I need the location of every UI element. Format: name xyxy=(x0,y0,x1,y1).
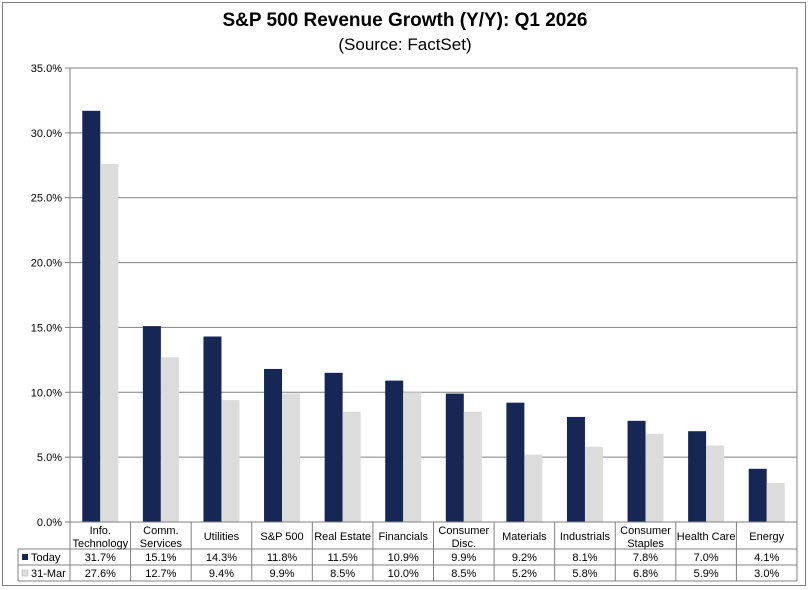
y-tick-label: 25.0% xyxy=(31,193,62,205)
category-label: S&P 500 xyxy=(260,531,303,543)
data-label: 5.9% xyxy=(694,568,719,580)
bar-today xyxy=(82,110,101,522)
bar-31-mar xyxy=(645,433,664,522)
y-tick-label: 5.0% xyxy=(37,452,62,464)
data-label: 27.6% xyxy=(85,568,116,580)
bar-31-mar xyxy=(100,163,119,522)
data-label: 7.0% xyxy=(694,552,719,564)
bar-31-mar xyxy=(524,454,543,522)
data-table: Info. Technology Comm. Services Utilities S&P… xyxy=(17,521,798,582)
plot-area xyxy=(69,67,798,523)
bar-today xyxy=(142,326,161,522)
bar-today xyxy=(688,431,707,522)
data-label: 6.8% xyxy=(633,568,658,580)
category-label: Materials xyxy=(502,531,547,543)
bar-31-mar xyxy=(403,392,422,522)
bars xyxy=(82,110,785,522)
data-label: 9.9% xyxy=(270,568,295,580)
data-label: 31.7% xyxy=(85,552,116,564)
data-label: 8.5% xyxy=(451,568,476,580)
bar-today xyxy=(324,372,343,522)
chart-title: S&P 500 Revenue Growth (Y/Y): Q1 2026 xyxy=(222,10,588,31)
bar-31-mar xyxy=(221,400,240,522)
bar-31-mar xyxy=(766,483,785,522)
y-tick-label: 0.0% xyxy=(37,517,62,529)
bar-today xyxy=(264,368,283,522)
y-tick-label: 15.0% xyxy=(31,322,62,334)
bar-today xyxy=(748,468,767,522)
data-label: 3.0% xyxy=(754,568,779,580)
bar-31-mar xyxy=(160,357,179,522)
chart-subtitle: (Source: FactSet) xyxy=(338,35,472,54)
category-label: Info. Technology xyxy=(72,525,128,550)
data-label: 10.9% xyxy=(388,552,419,564)
y-tick-label: 35.0% xyxy=(31,63,62,75)
data-label: 8.5% xyxy=(330,568,355,580)
bar-31-mar xyxy=(342,411,361,522)
bar-today xyxy=(506,402,525,522)
data-label: 11.5% xyxy=(327,552,358,564)
legend-label: Today xyxy=(31,552,61,564)
legend-label: 31-Mar xyxy=(31,568,66,580)
bar-today xyxy=(627,420,646,522)
category-label: Utilities xyxy=(204,531,240,543)
data-label: 5.8% xyxy=(572,568,597,580)
bar-today xyxy=(445,393,464,522)
y-tick-label: 10.0% xyxy=(31,387,62,399)
data-label: 9.9% xyxy=(451,552,476,564)
y-axis: 0.0% 5.0% 10.0% 15.0% 20.0% 25.0% 30.0% 35.0% xyxy=(31,63,62,529)
data-label: 12.7% xyxy=(145,568,176,580)
data-label: 5.2% xyxy=(512,568,537,580)
bar-31-mar xyxy=(463,411,482,522)
data-label: 7.8% xyxy=(633,552,658,564)
data-label: 9.2% xyxy=(512,552,537,564)
bar-today xyxy=(385,380,404,522)
bar-31-mar xyxy=(282,393,301,522)
data-label: 11.8% xyxy=(267,552,298,564)
bar-31-mar xyxy=(584,446,603,522)
category-label: Financials xyxy=(378,531,428,543)
category-label: Consumer Disc. xyxy=(438,525,489,550)
category-label: Comm. Services xyxy=(140,525,183,550)
category-label: Industrials xyxy=(560,531,611,543)
data-label: 8.1% xyxy=(572,552,597,564)
legend-key-31-mar xyxy=(21,569,29,577)
category-label: Energy xyxy=(749,531,784,543)
data-label: 14.3% xyxy=(206,552,237,564)
bar-today xyxy=(203,336,222,522)
category-label: Health Care xyxy=(677,531,736,543)
y-tick-label: 30.0% xyxy=(31,128,62,140)
bar-31-mar xyxy=(706,445,725,522)
category-label: Consumer Staples xyxy=(620,525,671,550)
data-label: 4.1% xyxy=(754,552,779,564)
bar-today xyxy=(566,416,585,522)
y-tick-label: 20.0% xyxy=(31,258,62,270)
legend-key-today xyxy=(22,554,28,560)
category-label: Real Estate xyxy=(314,531,371,543)
data-label: 15.1% xyxy=(145,552,176,564)
data-label: 10.0% xyxy=(388,568,419,580)
data-label: 9.4% xyxy=(209,568,234,580)
